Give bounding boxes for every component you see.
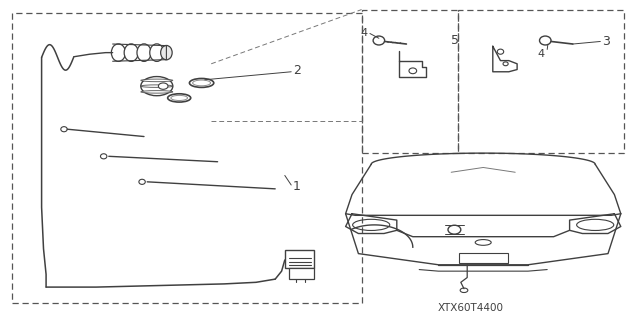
- Bar: [285, 250, 314, 268]
- Ellipse shape: [150, 44, 164, 61]
- Bar: [458, 10, 624, 153]
- Text: 4: 4: [538, 49, 545, 59]
- Ellipse shape: [61, 127, 67, 132]
- Ellipse shape: [158, 83, 168, 89]
- Ellipse shape: [448, 225, 461, 234]
- Ellipse shape: [141, 85, 173, 87]
- Text: 4: 4: [360, 27, 367, 38]
- Ellipse shape: [540, 36, 551, 45]
- Bar: [289, 268, 314, 279]
- Text: 2: 2: [293, 64, 301, 77]
- Ellipse shape: [409, 68, 417, 74]
- Ellipse shape: [139, 179, 145, 184]
- Ellipse shape: [373, 36, 385, 45]
- Ellipse shape: [137, 44, 151, 61]
- Text: XTX60T4400: XTX60T4400: [437, 303, 504, 313]
- Bar: [12, 13, 362, 303]
- Ellipse shape: [100, 154, 107, 159]
- Ellipse shape: [111, 44, 125, 61]
- Ellipse shape: [161, 45, 172, 60]
- Ellipse shape: [497, 49, 504, 54]
- Text: 5: 5: [451, 34, 460, 47]
- Text: 1: 1: [293, 180, 301, 193]
- Text: 3: 3: [602, 35, 609, 48]
- Ellipse shape: [475, 240, 492, 245]
- Bar: [459, 253, 508, 263]
- Ellipse shape: [460, 288, 468, 293]
- Bar: [362, 10, 458, 153]
- Ellipse shape: [124, 44, 138, 61]
- Ellipse shape: [141, 91, 173, 93]
- Ellipse shape: [141, 77, 173, 96]
- Ellipse shape: [141, 79, 173, 82]
- Ellipse shape: [503, 62, 508, 66]
